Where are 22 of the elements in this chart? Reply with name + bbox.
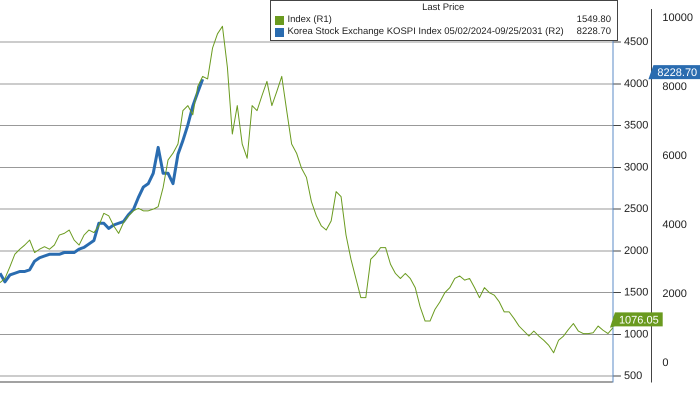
y-tick-label: 3500 bbox=[624, 120, 648, 132]
y-tick-label: 1000 bbox=[624, 328, 648, 340]
annotation: 1549.80 bbox=[576, 14, 611, 26]
y-tick-label: 2500 bbox=[624, 203, 648, 216]
legend-label: Korea Stock Exchange KOSPI Index 05/02/2024-09/25/2031 (R2) bbox=[287, 26, 564, 38]
legend-label: Index (R1) bbox=[287, 14, 332, 26]
text: 8228.70 bbox=[657, 67, 698, 80]
y2-tick-label: 0 bbox=[662, 356, 669, 369]
annotation: 8228.70 bbox=[576, 26, 611, 38]
text: 1076.05 bbox=[618, 314, 659, 326]
y2-tick-label: 4000 bbox=[662, 219, 687, 232]
y-tick-label: 2000 bbox=[624, 244, 648, 257]
y-tick-label: 4500 bbox=[624, 36, 648, 48]
y2-tick-label: 2000 bbox=[662, 288, 687, 300]
y-tick-label: 3000 bbox=[624, 161, 648, 174]
y-tick-label: 500 bbox=[624, 370, 642, 382]
y-tick-label: 1500 bbox=[624, 286, 648, 299]
y2-tick-label: 8000 bbox=[662, 81, 687, 94]
y2-tick-label: 6000 bbox=[662, 150, 687, 162]
legend-title: Last Price bbox=[421, 2, 466, 14]
y2-tick-label: 10000 bbox=[662, 12, 694, 24]
y-tick-label: 4000 bbox=[624, 78, 648, 90]
